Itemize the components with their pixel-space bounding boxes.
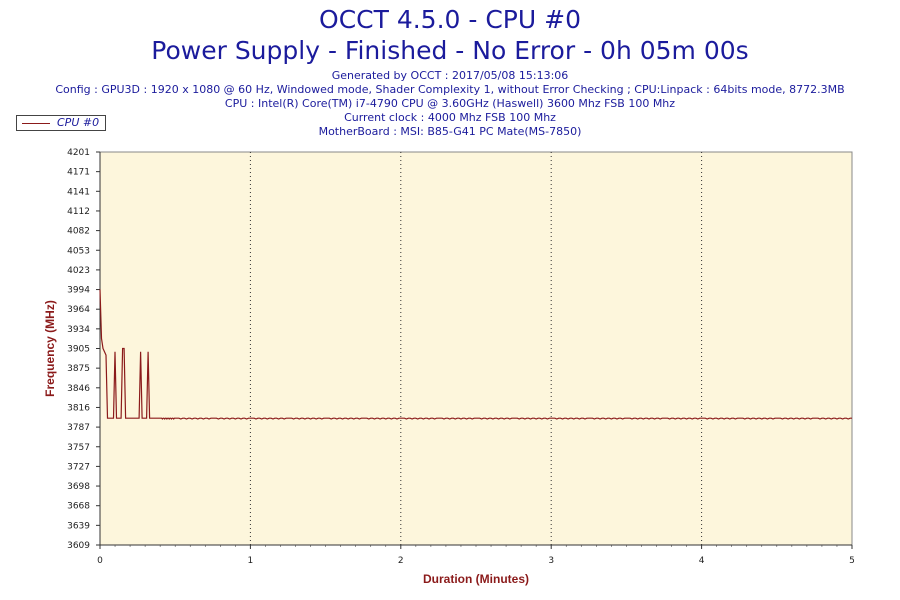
y-tick-label: 3609 — [67, 541, 90, 551]
legend: CPU #0 — [16, 115, 106, 131]
chart-title: OCCT 4.5.0 - CPU #0 — [319, 5, 581, 34]
x-tick-label: 1 — [248, 556, 254, 566]
y-tick-label: 3668 — [67, 502, 90, 512]
chart-subtitle: Power Supply - Finished - No Error - 0h … — [151, 36, 749, 65]
y-tick-label: 4023 — [67, 266, 90, 276]
y-tick-label: 3905 — [67, 345, 90, 355]
x-tick-label: 4 — [699, 556, 705, 566]
y-tick-label: 3787 — [67, 423, 90, 433]
y-tick-label: 4141 — [67, 187, 90, 197]
x-axis-title: Duration (Minutes) — [423, 572, 529, 586]
y-tick-label: 4201 — [67, 148, 90, 158]
y-tick-label: 3727 — [67, 462, 90, 472]
y-tick-label: 3994 — [67, 286, 90, 296]
y-tick-label: 3846 — [67, 384, 90, 394]
y-tick-label: 4171 — [67, 168, 90, 178]
legend-label: CPU #0 — [57, 116, 100, 129]
y-tick-label: 3964 — [67, 305, 90, 315]
y-tick-label: 3875 — [67, 364, 90, 374]
info-cpu: CPU : Intel(R) Core(TM) i7-4790 CPU @ 3.… — [224, 97, 676, 110]
x-tick-label: 3 — [548, 556, 554, 566]
info-generated: Generated by OCCT : 2017/05/08 15:13:06 — [331, 69, 569, 82]
series-line-cpu0 — [99, 289, 852, 420]
info-config: Config : GPU3D : 1920 x 1080 @ 60 Hz, Wi… — [55, 83, 845, 96]
y-tick-label: 4112 — [67, 207, 90, 217]
x-tick-label: 2 — [398, 556, 404, 566]
y-tick-label: 3698 — [67, 482, 90, 492]
legend-swatch — [22, 123, 50, 124]
y-tick-label: 4082 — [67, 227, 90, 237]
y-tick-label: 3639 — [67, 521, 90, 531]
y-axis-title: Frequency (MHz) — [43, 300, 57, 397]
plot-area — [99, 151, 853, 546]
y-tick-label: 3934 — [67, 325, 90, 335]
info-current-clock: Current clock : 4000 Mhz FSB 100 Mhz — [344, 111, 556, 124]
x-tick-label: 5 — [849, 556, 855, 566]
info-motherboard: MotherBoard : MSI: B85-G41 PC Mate(MS-78… — [318, 125, 582, 138]
y-tick-label: 3816 — [67, 403, 90, 413]
y-tick-label: 3757 — [67, 443, 90, 453]
y-tick-label: 4053 — [67, 246, 90, 256]
x-tick-label: 0 — [97, 556, 103, 566]
